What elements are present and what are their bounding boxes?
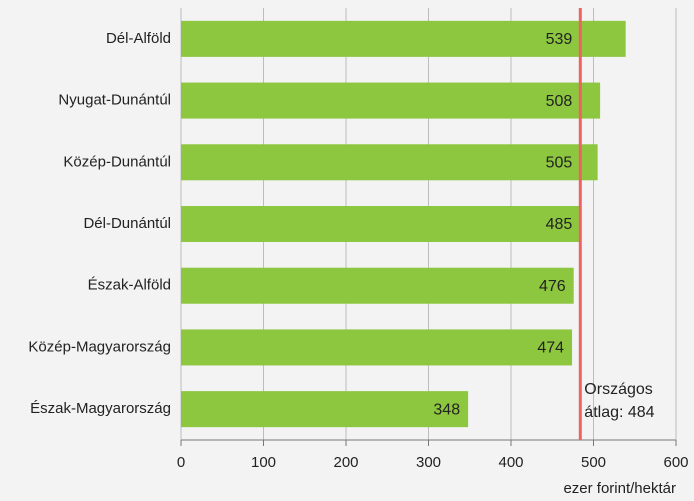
bar [181, 144, 598, 181]
x-tick-label: 500 [581, 454, 606, 471]
bar [181, 329, 573, 366]
x-tick-label: 100 [251, 454, 276, 471]
data-label: 348 [433, 401, 460, 418]
y-tick-label: Nyugat-Dunántúl [58, 92, 171, 109]
y-tick-label: Dél-Alföld [106, 30, 171, 47]
y-tick-label: Közép-Dunántúl [63, 153, 171, 170]
y-tick-label: Észak-Alföld [88, 277, 171, 294]
data-label: 505 [546, 155, 573, 172]
reference-label: Országos [584, 381, 652, 398]
y-tick-label: Dél-Dunántúl [83, 215, 171, 232]
data-label: 476 [539, 278, 566, 295]
reference-label: átlag: 484 [584, 404, 654, 421]
data-label: 485 [546, 216, 573, 233]
bar [181, 206, 582, 242]
y-tick-label: Észak-Magyarország [30, 400, 171, 417]
bar [181, 82, 601, 119]
bar [181, 267, 574, 304]
x-tick-label: 400 [498, 454, 523, 471]
x-tick-label: 200 [333, 454, 358, 471]
data-label: 508 [546, 93, 573, 110]
x-tick-label: 600 [663, 454, 688, 471]
x-tick-label: 300 [416, 454, 441, 471]
x-axis-label: ezer forint/hektár [563, 480, 676, 497]
y-tick-label: Közép-Magyarország [28, 338, 171, 355]
x-tick-label: 0 [177, 454, 185, 471]
data-label: 474 [537, 340, 564, 357]
data-label: 539 [546, 31, 573, 48]
bar [181, 20, 626, 57]
bar [181, 391, 469, 428]
